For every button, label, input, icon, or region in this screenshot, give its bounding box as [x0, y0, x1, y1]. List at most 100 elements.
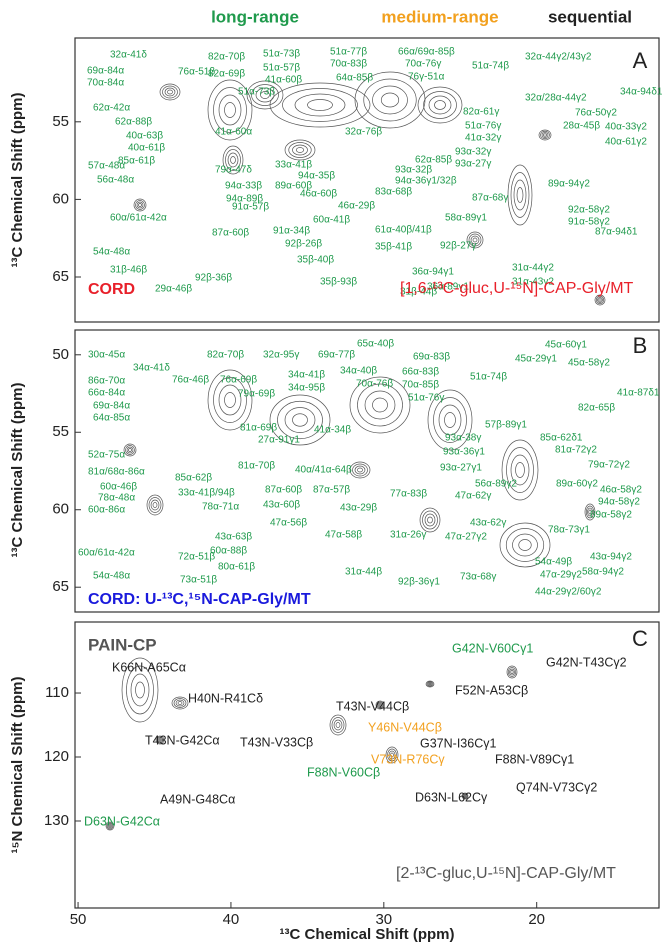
- legend-entry: long-range: [211, 7, 299, 26]
- peak-label: 40α-61β: [128, 143, 165, 154]
- peak-label: 28α-45β: [563, 121, 600, 132]
- peak-label: 47α-29γ2: [540, 570, 582, 581]
- contour: [129, 449, 132, 452]
- peak-label: 56α-89γ2: [475, 479, 517, 490]
- contour: [510, 669, 515, 675]
- peak-label: 92β-27γ: [440, 241, 476, 252]
- peak-label: 43α-63β: [215, 532, 252, 543]
- peak-label: 32α-95γ: [263, 350, 299, 361]
- contour: [231, 157, 236, 164]
- panel-letter: B: [633, 333, 648, 358]
- contour: [355, 466, 365, 474]
- peak-label: 65α-40β: [357, 339, 394, 350]
- contour: [139, 204, 142, 207]
- peak-label: 43α-62γ: [470, 518, 506, 529]
- peak-label: 82α-69β: [208, 69, 245, 80]
- peak-label: 69α-84α: [93, 401, 130, 412]
- contour: [435, 101, 446, 110]
- contour: [439, 405, 461, 435]
- peak-label: 79α-69β: [238, 389, 275, 400]
- peak-label: 93α-27γ: [455, 159, 491, 170]
- peak-label: 79α-72γ2: [588, 460, 630, 471]
- peak-label: 85α-62β: [175, 473, 212, 484]
- peak-label: D63N-G42Cα: [84, 814, 160, 828]
- contour: [225, 103, 236, 118]
- peak-label: 31β-46β: [110, 265, 147, 276]
- x-tick-label: 50: [70, 911, 87, 928]
- peak-label: 60α-88β: [210, 546, 247, 557]
- y-tick-label: 65: [52, 578, 69, 595]
- peak-label: 45α-60γ1: [545, 340, 587, 351]
- peak-label: 51α-73β: [263, 49, 300, 60]
- peak-label: 31α-44β: [345, 567, 382, 578]
- peak-label: 40α-61γ2: [605, 137, 647, 148]
- peak-label: 81α-70β: [238, 461, 275, 472]
- peak-label: 60α-86α: [88, 505, 125, 516]
- peak-label: 47α-58β: [325, 530, 362, 541]
- method-label: PAIN-CP: [88, 635, 157, 654]
- panel-letter: C: [632, 626, 648, 651]
- peak-label: 70α-76β: [356, 379, 393, 390]
- peak-label: V73N-R76Cγ: [371, 752, 445, 766]
- contour: [424, 92, 457, 119]
- contour: [599, 299, 602, 302]
- contour: [136, 682, 145, 698]
- peak-label: 44α-29γ2/60γ2: [535, 587, 602, 598]
- peak-label: 81α/68α-86α: [88, 467, 145, 478]
- contour: [296, 148, 304, 153]
- peak-label: 33α-41β: [275, 160, 312, 171]
- peak-label: 40α-63β: [126, 131, 163, 142]
- peak-label: 47α-56β: [270, 518, 307, 529]
- contour: [293, 414, 308, 427]
- peak-label: 31α-26γ: [390, 530, 426, 541]
- contour: [285, 408, 315, 433]
- peak-label: 61α-40β/41β: [375, 225, 432, 236]
- peak-label: 91α-34β: [273, 226, 310, 237]
- peak-label: 93α-32β: [395, 165, 432, 176]
- contour: [131, 674, 149, 706]
- peak-label: 66α/69α-85β: [398, 47, 455, 58]
- figure: long-rangemedium-rangesequential556065¹³…: [0, 0, 662, 944]
- peak-label: 51α-73β: [238, 87, 275, 98]
- contour: [153, 503, 157, 508]
- contour: [330, 715, 346, 735]
- contour: [502, 440, 538, 500]
- peak-label: 89α-60γ2: [556, 479, 598, 490]
- peak-label: 81α-69β: [240, 423, 277, 434]
- sample-label: [2-¹³C-gluc,U-¹⁵N]-CAP-Gly/MT: [396, 865, 616, 882]
- peak-label: T43N-G42Cα: [145, 733, 220, 747]
- peak-label: 94α-35β: [298, 171, 335, 182]
- contour: [293, 145, 308, 155]
- peak-label: 51α-77β: [330, 47, 367, 58]
- peak-label: 41α-32γ: [465, 133, 501, 144]
- contour: [373, 398, 388, 412]
- contour: [513, 534, 538, 556]
- peak-label: 32α-41δ: [110, 50, 147, 61]
- peak-label: 81α-72γ2: [555, 445, 597, 456]
- peak-label: 43α-29β: [340, 503, 377, 514]
- peak-label: 83α-68β: [375, 187, 412, 198]
- peak-label: 76α-50γ2: [575, 108, 617, 119]
- contour: [168, 90, 173, 94]
- peak-label: 27α-91γ1: [258, 435, 300, 446]
- peak-label: 46α-29β: [338, 201, 375, 212]
- peak-label: 32α-76β: [345, 127, 382, 138]
- y-tick-label: 110: [45, 684, 69, 701]
- contour: [598, 298, 603, 303]
- contour: [542, 133, 548, 138]
- x-tick-label: 40: [223, 911, 240, 928]
- peak-label: 51α-74β: [470, 372, 507, 383]
- peak-label: 73α-68γ: [460, 572, 496, 583]
- y-tick-label: 130: [44, 812, 69, 829]
- contour: [160, 84, 180, 100]
- contour: [516, 463, 525, 478]
- x-tick-label: 20: [528, 911, 545, 928]
- peak-label: 78α-71α: [202, 502, 239, 513]
- peak-label: Q74N-V73Cγ2: [516, 780, 597, 794]
- peak-label: 30α-45α: [88, 350, 125, 361]
- legend-entry: medium-range: [381, 7, 498, 26]
- peak-label: 46α-60β: [300, 189, 337, 200]
- peak-label: 91α-57β: [232, 202, 269, 213]
- legend-entry: sequential: [548, 7, 632, 26]
- contour: [514, 180, 526, 210]
